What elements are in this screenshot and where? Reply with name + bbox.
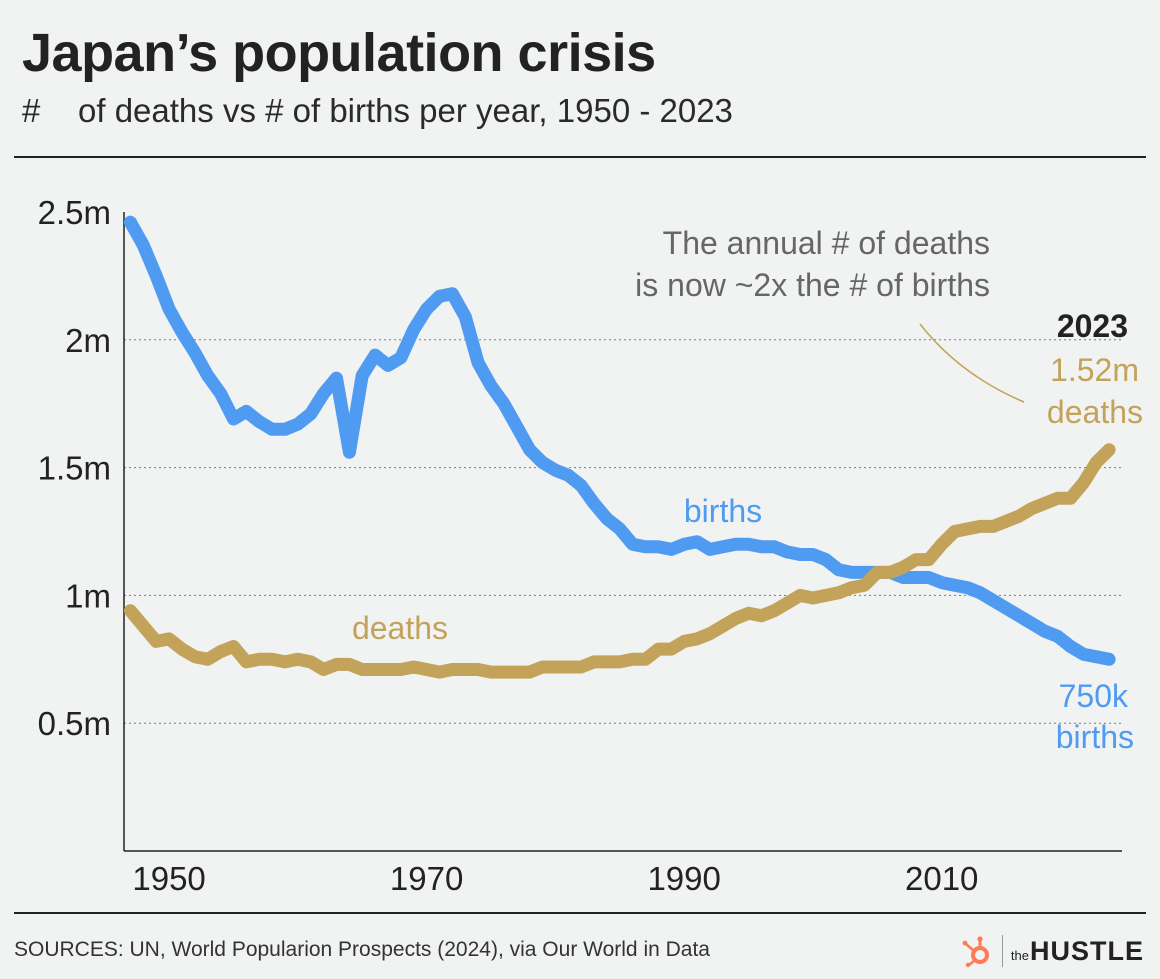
x-tick-label: 1950 — [132, 860, 205, 897]
x-tick-label: 1970 — [390, 860, 463, 897]
x-tick-label: 1990 — [647, 860, 720, 897]
annotation-pointer-line — [919, 323, 1025, 403]
chart-subtitle: # of deaths vs # of births per year, 1950… — [22, 92, 733, 130]
annotation-line-2: is now ~2x the # of births — [635, 267, 990, 303]
deaths-end-word: deaths — [1047, 394, 1143, 430]
footer-divider — [14, 912, 1146, 914]
y-tick-label: 2.5m — [38, 194, 111, 231]
subtitle-text: of deaths vs # of births per year, 1950 … — [78, 92, 733, 129]
chart-title: Japan’s population crisis — [22, 23, 656, 83]
x-tick-labels: 1950 1970 1990 2010 — [132, 860, 978, 897]
deaths-line — [123, 443, 1116, 679]
gridlines — [124, 339, 1122, 724]
subtitle-hash: # — [22, 92, 41, 129]
brand-name-text: HUSTLE — [1030, 935, 1144, 966]
y-tick-label: 1.5m — [38, 450, 111, 487]
brand-logo: theHUSTLE — [960, 934, 1144, 968]
header-divider — [14, 156, 1146, 158]
deaths-series-label: deaths — [352, 610, 448, 646]
annotation-line-1: The annual # of deaths — [663, 225, 990, 261]
sources-note: SOURCES: UN, World Popularion Prospects … — [14, 938, 710, 961]
y-tick-labels: 0.5m 1m 1.5m 2m 2.5m — [38, 194, 111, 742]
series-lines — [123, 215, 1116, 679]
deaths-end-value: 1.52m — [1050, 352, 1139, 388]
births-end-value: 750k — [1059, 678, 1129, 714]
year-2023-label: 2023 — [1057, 308, 1128, 344]
births-end-word: births — [1056, 719, 1134, 755]
series-labels: births deaths The annual # of deaths is … — [352, 225, 1143, 755]
y-tick-label: 2m — [65, 322, 111, 359]
hubspot-sprocket-icon — [962, 936, 989, 968]
brand-divider — [1001, 935, 1003, 967]
y-tick-label: 1m — [65, 577, 111, 614]
births-line — [123, 215, 1116, 666]
axes — [123, 212, 1122, 852]
x-tick-label: 2010 — [905, 860, 978, 897]
brand-the-text: the — [1010, 947, 1029, 963]
y-tick-label: 0.5m — [38, 705, 111, 742]
births-series-label: births — [684, 493, 762, 529]
